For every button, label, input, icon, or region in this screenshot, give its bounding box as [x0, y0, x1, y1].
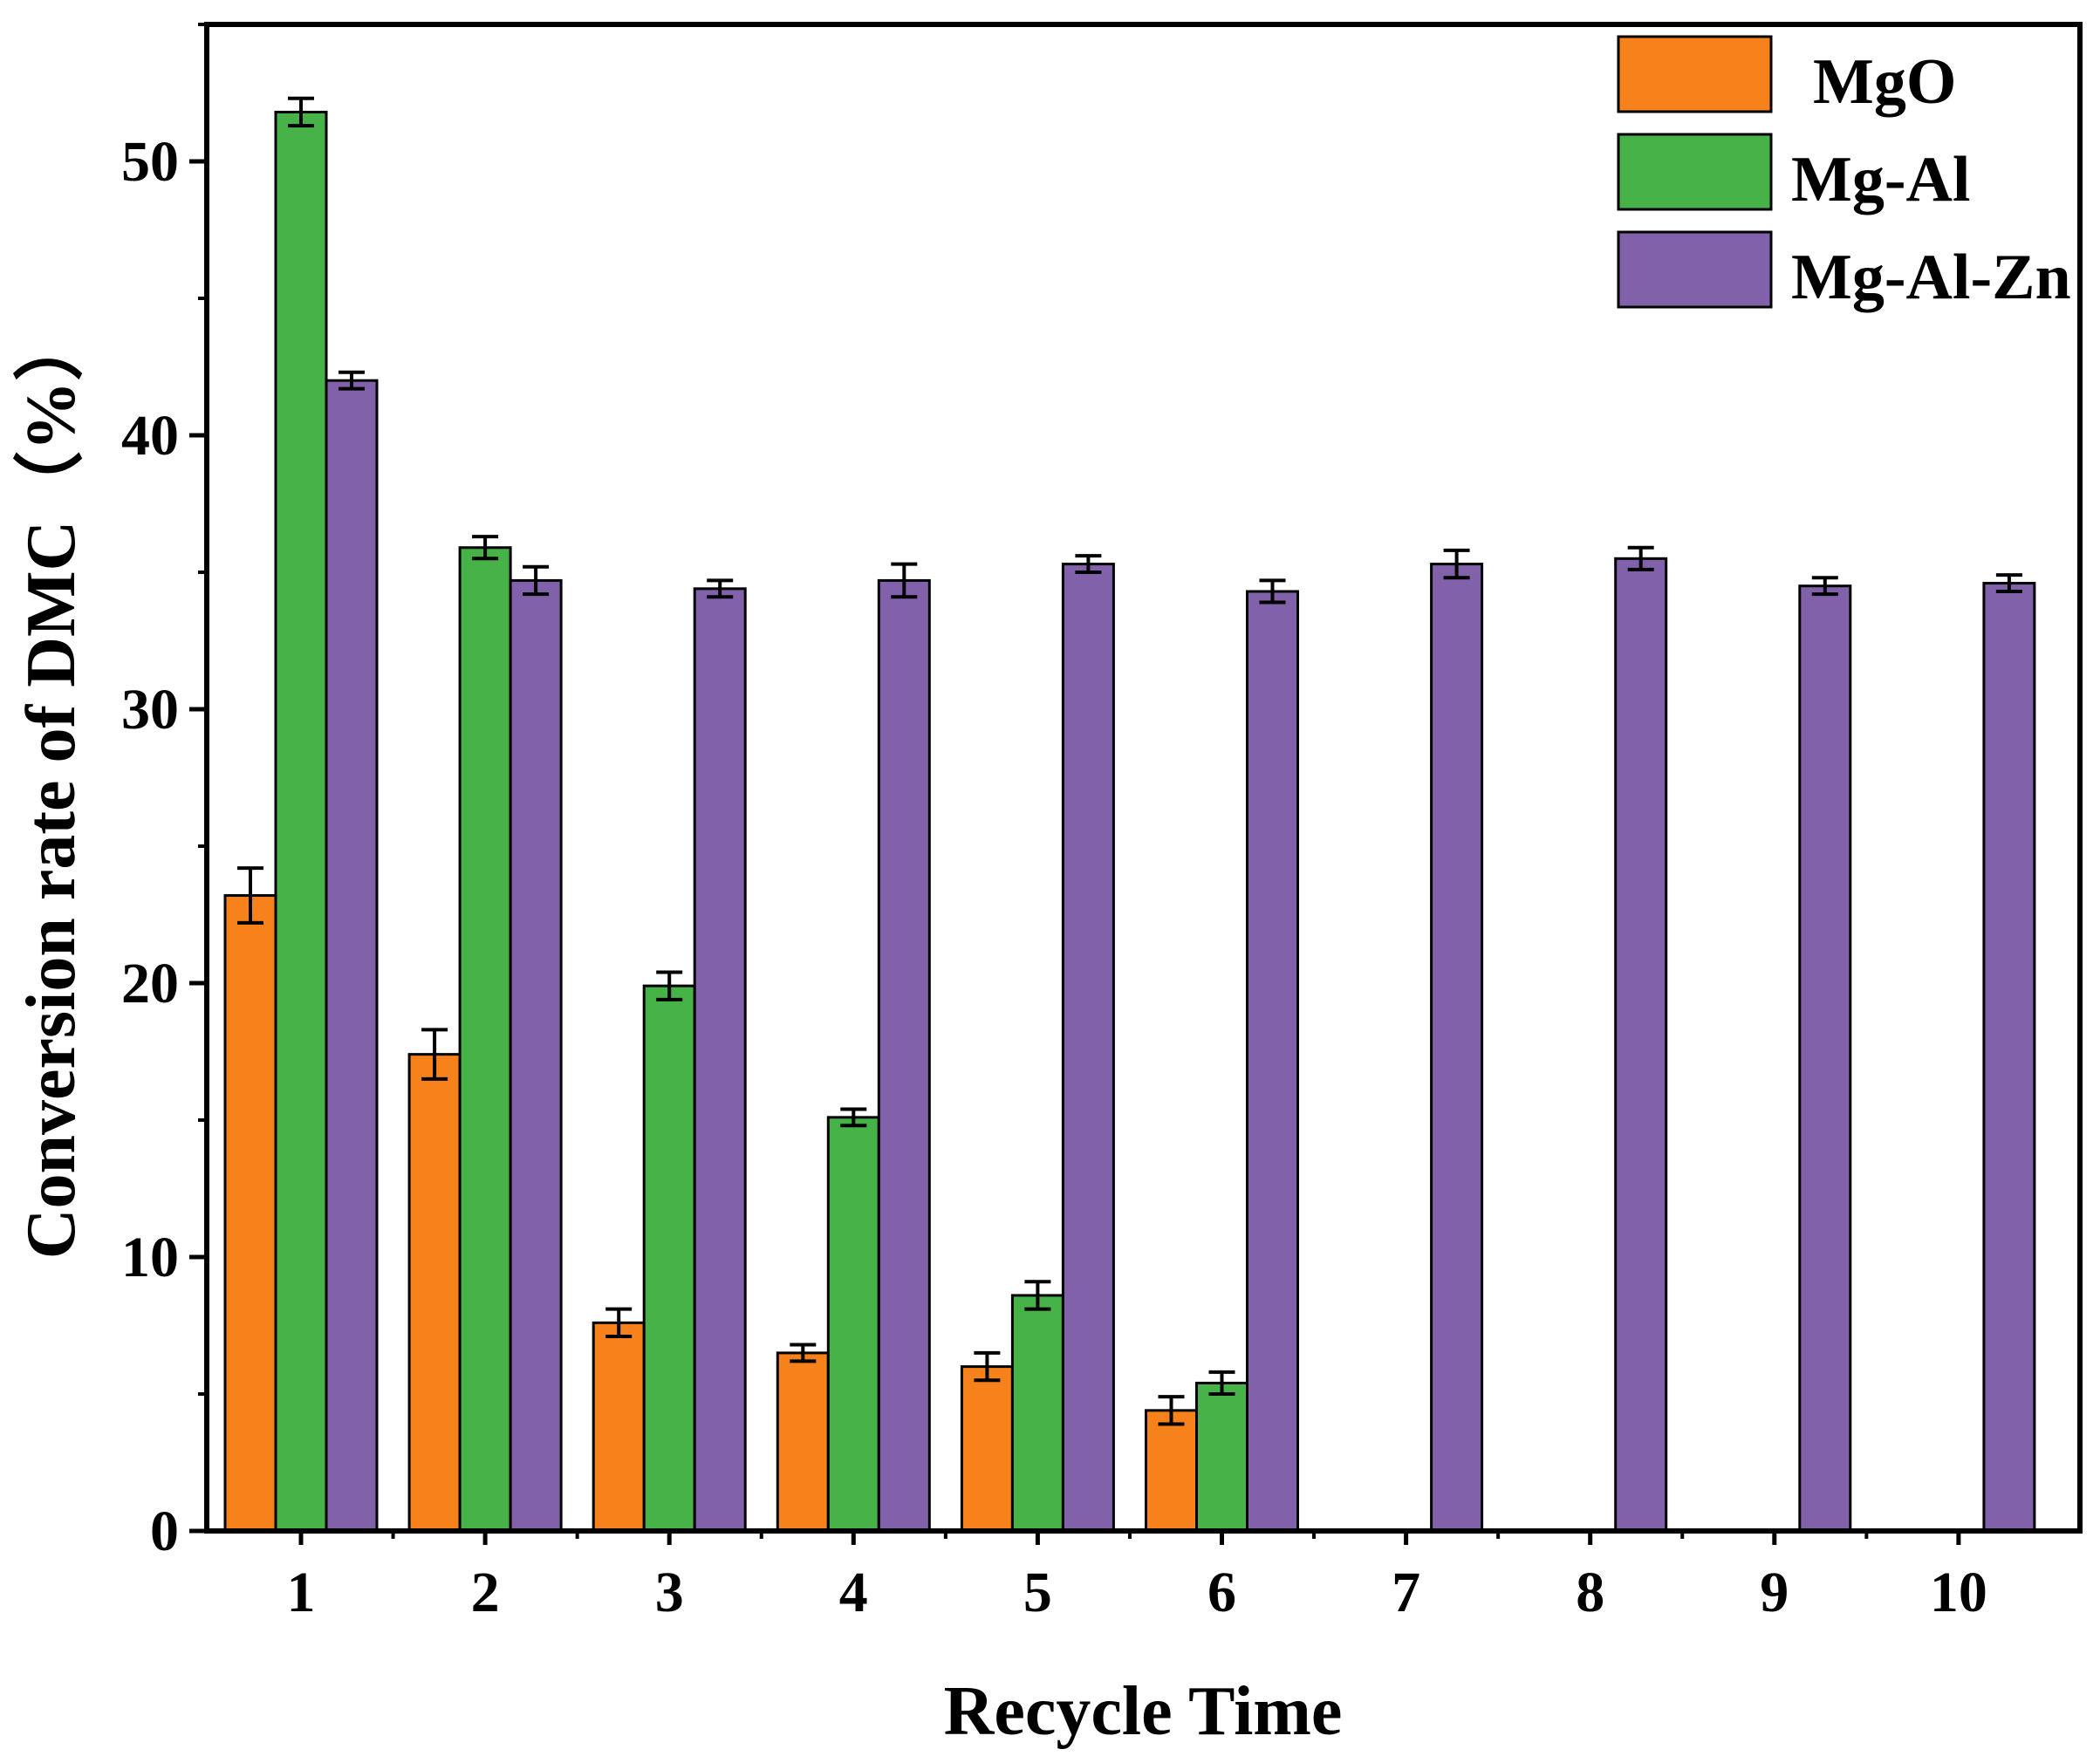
error-bar-mg-al-1 [288, 96, 314, 128]
bar-mg-al-zn-2 [509, 578, 563, 1533]
bar-mg-al-zn-5 [1061, 563, 1115, 1533]
error-bar-mg-al-zn-3 [707, 578, 734, 599]
error-bar-mg-al-zn-1 [339, 370, 365, 391]
error-bar-mgo-5 [974, 1350, 1001, 1383]
bar-mg-al-3 [642, 984, 696, 1533]
y-tick-label-20: 20 [121, 952, 179, 1015]
y-tick-label-0: 0 [150, 1500, 179, 1563]
x-tick-label-6: 6 [1207, 1561, 1236, 1624]
error-bar-mgo-4 [790, 1343, 817, 1363]
bar-mg-al-zn-3 [693, 587, 747, 1533]
x-tick-label-1: 1 [287, 1561, 316, 1624]
x-tick-label-3: 3 [655, 1561, 684, 1624]
x-tick-label-2: 2 [471, 1561, 500, 1624]
bar-mg-al-1 [274, 110, 328, 1533]
bar-mg-al-zn-4 [877, 578, 931, 1533]
legend-swatch-mg-al-zn [1617, 230, 1773, 309]
bar-mg-al-2 [458, 546, 512, 1533]
error-bar-mgo-3 [605, 1307, 633, 1339]
error-bar-mg-al-6 [1208, 1370, 1235, 1396]
error-bar-mg-al-2 [472, 535, 499, 561]
error-bar-mg-al-zn-7 [1443, 548, 1470, 580]
bar-mgo-6 [1145, 1409, 1198, 1533]
error-bar-mg-al-zn-2 [523, 564, 550, 597]
error-bar-mg-al-zn-8 [1627, 545, 1654, 571]
error-bar-mg-al-zn-5 [1075, 554, 1102, 574]
y-tick-label-30: 30 [121, 678, 179, 741]
x-tick-label-7: 7 [1392, 1561, 1420, 1624]
bar-mg-al-5 [1010, 1294, 1064, 1533]
ticks-layer: 1 2 3 4 5 6 7 8 9 10 0 10 20 30 40 50 [121, 23, 1987, 1624]
error-bar-mg-al-zn-4 [891, 562, 918, 599]
error-bar-mg-al-zn-9 [1811, 576, 1838, 597]
bars-layer [223, 96, 2036, 1533]
bar-mgo-4 [776, 1351, 830, 1533]
error-bar-mg-al-3 [656, 970, 683, 1001]
y-tick-label-40: 40 [121, 404, 179, 468]
error-bar-mg-al-zn-10 [1995, 573, 2022, 593]
plot-frame [204, 22, 2083, 1534]
x-tick-label-10: 10 [1930, 1561, 1987, 1624]
legend-label-mgo: MgO [1813, 46, 1956, 118]
x-tick-label-8: 8 [1576, 1561, 1604, 1624]
legend: MgO Mg-Al Mg-Al-Zn [1617, 35, 2071, 313]
x-axis-title: Recycle Time [944, 1673, 1343, 1750]
y-tick-label-10: 10 [121, 1226, 179, 1289]
error-bar-mg-al-5 [1024, 1280, 1051, 1311]
bar-mg-al-zn-1 [325, 379, 379, 1533]
x-tick-label-5: 5 [1023, 1561, 1052, 1624]
error-bar-mg-al-4 [840, 1107, 867, 1128]
y-axis-title: Conversion rate of DMC（%） [13, 311, 90, 1259]
bar-mg-al-zn-7 [1430, 563, 1484, 1533]
x-tick-label-4: 4 [839, 1561, 868, 1624]
y-tick-label-50: 50 [121, 130, 179, 194]
legend-swatch-mg-al [1617, 133, 1773, 211]
error-bar-mgo-2 [421, 1028, 448, 1081]
bar-mgo-5 [960, 1365, 1014, 1533]
bar-mg-al-zn-8 [1614, 557, 1668, 1533]
bar-mg-al-4 [826, 1116, 880, 1533]
legend-label-mg-al: Mg-Al [1791, 144, 1971, 215]
bar-mgo-3 [592, 1321, 646, 1533]
legend-swatch-mgo [1617, 35, 1773, 113]
x-tick-label-9: 9 [1760, 1561, 1789, 1624]
bar-mg-al-6 [1195, 1381, 1248, 1533]
bar-mg-al-zn-10 [1982, 582, 2036, 1533]
error-bar-mgo-6 [1158, 1395, 1185, 1426]
error-bar-mg-al-zn-6 [1259, 578, 1286, 605]
bar-mg-al-zn-9 [1798, 584, 1852, 1533]
bar-mgo-2 [407, 1053, 462, 1533]
bar-mg-al-zn-6 [1246, 590, 1299, 1533]
legend-label-mg-al-zn: Mg-Al-Zn [1791, 242, 2071, 313]
bar-mgo-1 [223, 894, 277, 1533]
error-bar-mgo-1 [237, 866, 263, 925]
